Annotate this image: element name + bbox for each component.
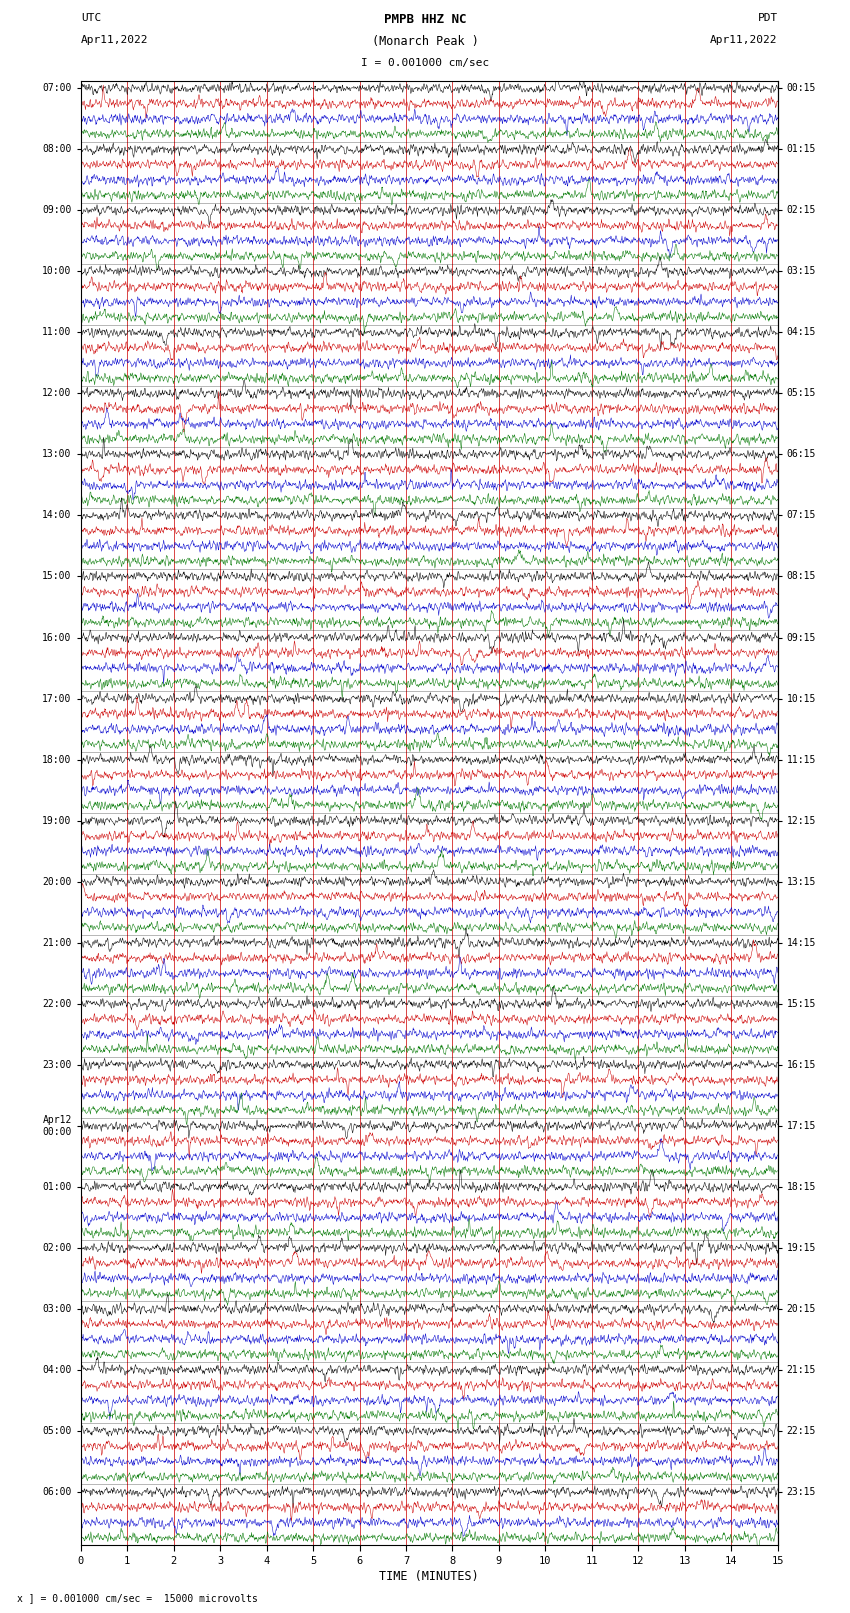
Text: Apr11,2022: Apr11,2022 [81, 35, 148, 45]
Text: Apr11,2022: Apr11,2022 [711, 35, 778, 45]
Text: PMPB HHZ NC: PMPB HHZ NC [383, 13, 467, 26]
X-axis label: TIME (MINUTES): TIME (MINUTES) [379, 1569, 479, 1582]
Text: (Monarch Peak ): (Monarch Peak ) [371, 35, 479, 48]
Text: I = 0.001000 cm/sec: I = 0.001000 cm/sec [361, 58, 489, 68]
Text: x ] = 0.001000 cm/sec =  15000 microvolts: x ] = 0.001000 cm/sec = 15000 microvolts [17, 1594, 258, 1603]
Text: PDT: PDT [757, 13, 778, 23]
Text: UTC: UTC [81, 13, 101, 23]
